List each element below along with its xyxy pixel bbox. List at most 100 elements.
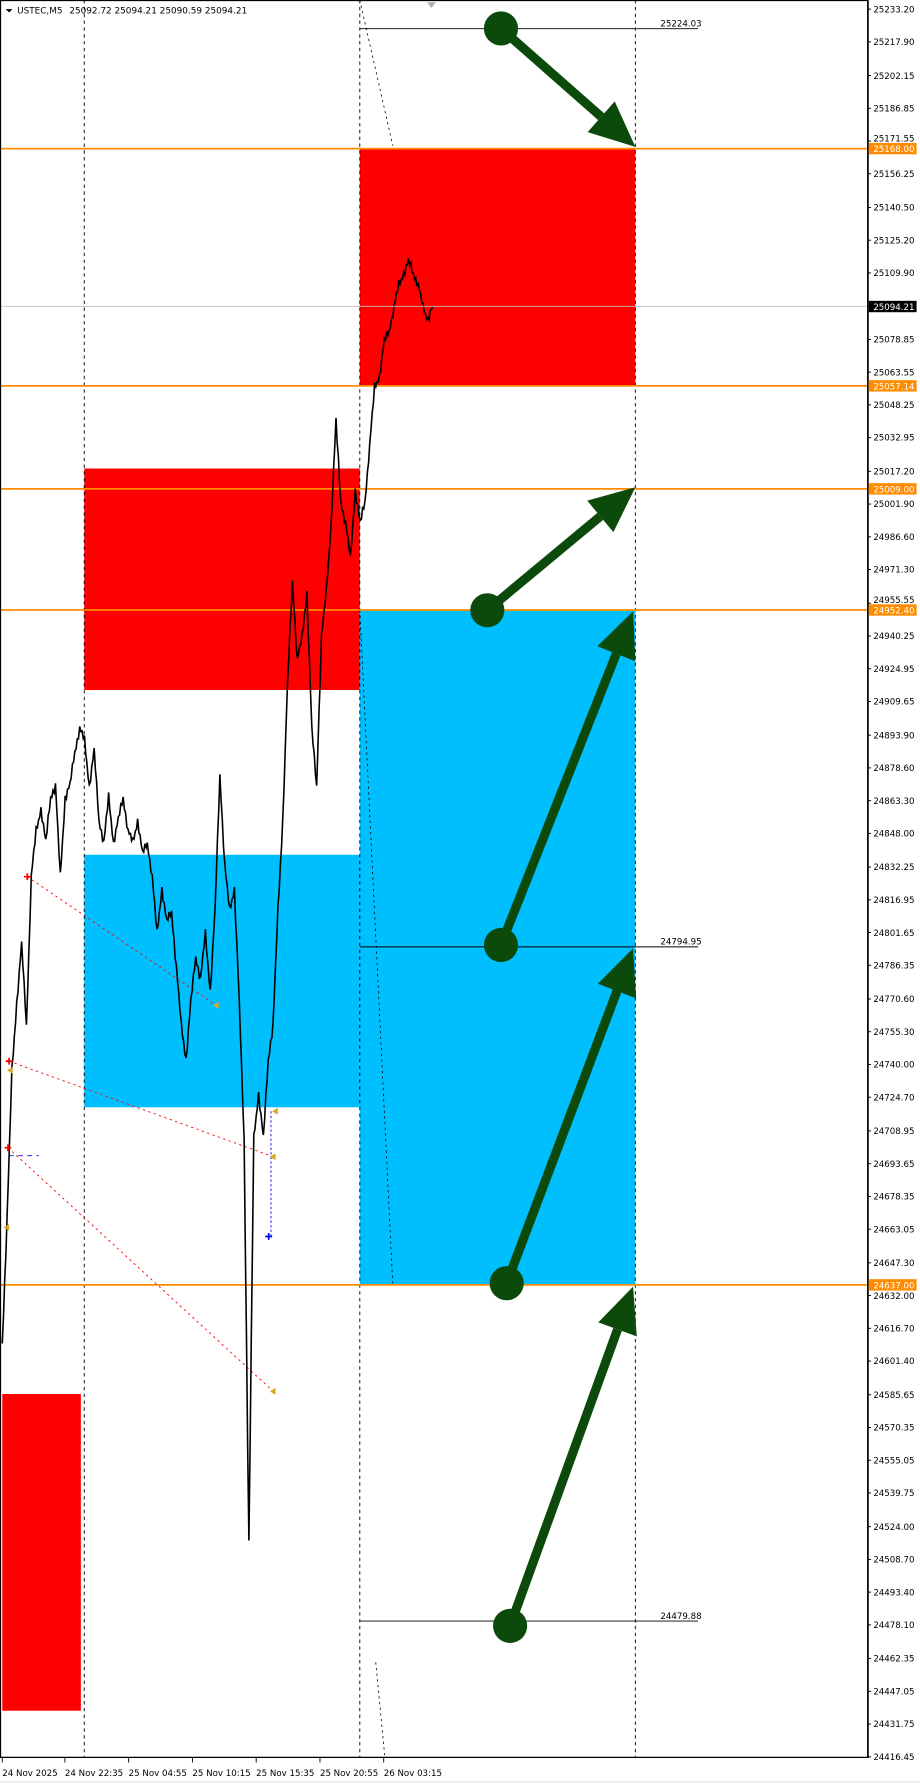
time-tick-label: 24 Nov 2025 — [2, 1769, 57, 1779]
arrow-head-icon — [587, 101, 636, 147]
arrow-shaft — [505, 1327, 622, 1628]
price-tick-label: 25217.90 — [873, 38, 914, 48]
trade-signals — [7, 876, 274, 1392]
trend-line-dotted[interactable] — [359, 0, 394, 146]
price-tick-label: 24971.30 — [873, 566, 914, 576]
price-tick-label: 25017.20 — [873, 468, 914, 478]
arrow-shaft — [484, 512, 604, 614]
exit-marker-icon[interactable] — [212, 1001, 219, 1009]
chart-shift-marker-icon[interactable] — [426, 2, 437, 8]
triangle-down-icon[interactable] — [5, 9, 13, 13]
price-tick-label: 24832.25 — [873, 863, 914, 873]
exit-marker-icon[interactable] — [3, 1223, 10, 1231]
time-axis[interactable] — [0, 1757, 920, 1783]
trend-line-dotted[interactable] — [359, 610, 394, 1286]
time-tick-label: 26 Nov 03:15 — [384, 1769, 442, 1779]
price-tick-label: 24524.00 — [873, 1523, 914, 1533]
price-tick-label: 24848.00 — [873, 830, 914, 840]
price-tick-label: 24693.65 — [873, 1160, 914, 1170]
price-tick-label: 25171.55 — [873, 135, 914, 145]
price-tick-label: 24940.25 — [873, 632, 914, 642]
arrow-origin-dot — [489, 1266, 524, 1301]
price-axis[interactable] — [868, 0, 920, 1783]
price-tick-label: 25156.25 — [873, 170, 914, 180]
price-tick-label: 24663.05 — [873, 1225, 914, 1235]
price-tick-label: 24585.65 — [873, 1391, 914, 1401]
price-tick-label: 24786.35 — [873, 961, 914, 971]
arrow-head-icon — [597, 611, 636, 662]
exit-marker-icon[interactable] — [272, 1107, 278, 1115]
supply-zone[interactable] — [2, 1394, 81, 1711]
price-series-line — [1, 258, 434, 1541]
arrow-annotation[interactable] — [493, 1286, 637, 1643]
arrow-annotation[interactable] — [483, 11, 636, 147]
price-tick-label: 24955.55 — [873, 596, 914, 606]
supply-zone[interactable] — [84, 468, 360, 691]
price-tick-label: 25078.85 — [873, 336, 914, 346]
trend-line-dotted[interactable] — [375, 1662, 386, 1757]
price-tick-label: 24447.05 — [873, 1688, 914, 1698]
level-price-badge — [868, 604, 917, 616]
level-price-badge — [868, 380, 917, 392]
chart-header: USTEC,M5 25092.72 25094.21 25090.59 2509… — [5, 2, 437, 17]
price-tick-label: 24801.65 — [873, 929, 914, 939]
time-tick-label: 25 Nov 20:55 — [320, 1769, 378, 1779]
price-tick-label: 25048.25 — [873, 401, 914, 411]
arrow-annotation[interactable] — [489, 948, 637, 1301]
sell-entry-marker-icon[interactable] — [4, 1144, 12, 1152]
price-tick-label: 24678.35 — [873, 1193, 914, 1203]
level-price-label: 25009.00 — [873, 485, 914, 495]
exit-marker-icon[interactable] — [269, 1153, 276, 1161]
price-tick-label: 25109.90 — [873, 269, 914, 279]
bottom-border — [0, 1780, 920, 1783]
arrow-origin-dot — [470, 593, 505, 628]
price-tick-label: 24431.75 — [873, 1720, 914, 1730]
trade-link-line — [27, 876, 217, 1006]
arrow-shaft — [502, 989, 622, 1285]
price-tick-label: 25140.50 — [873, 204, 914, 214]
price-tick-label: 24555.05 — [873, 1456, 914, 1466]
arrow-annotation[interactable] — [483, 611, 636, 963]
exit-marker-icon[interactable] — [6, 1066, 13, 1074]
arrow-head-icon — [597, 948, 637, 999]
current-price-label: 25094.21 — [873, 303, 914, 313]
price-tick-label: 24986.60 — [873, 533, 914, 543]
buy-entry-marker-icon[interactable] — [265, 1233, 273, 1240]
exit-marker-icon[interactable] — [269, 1387, 276, 1395]
level-price-label: 25057.14 — [873, 382, 915, 392]
price-tick-label: 24740.00 — [873, 1061, 914, 1071]
level-price-badge — [868, 1279, 917, 1291]
level-price-badge — [868, 142, 917, 155]
price-tick-label: 24878.60 — [873, 764, 914, 774]
price-tick-label: 24893.90 — [873, 731, 914, 741]
time-tick-label: 25 Nov 04:55 — [129, 1769, 187, 1779]
target-label-bottom: 24479.88 — [660, 1612, 701, 1622]
price-tick-label: 24493.40 — [873, 1588, 914, 1598]
price-tick-label: 25032.95 — [873, 434, 914, 444]
demand-zone[interactable] — [84, 854, 360, 1108]
price-tick-label: 24770.60 — [873, 995, 914, 1005]
price-tick-label: 24616.70 — [873, 1325, 914, 1335]
price-tick-label: 24416.45 — [873, 1753, 914, 1763]
time-tick-label: 25 Nov 15:35 — [256, 1769, 314, 1779]
supply-zone[interactable] — [359, 148, 636, 386]
time-tick-label: 25 Nov 10:15 — [192, 1769, 250, 1779]
price-tick-label: 24924.95 — [873, 665, 914, 675]
trade-link-line — [8, 1060, 274, 1158]
level-price-label: 25168.00 — [873, 145, 914, 155]
target-label-top: 25224.03 — [660, 19, 701, 29]
price-tick-label: 24755.30 — [873, 1028, 914, 1038]
arrow-shaft — [496, 652, 621, 947]
price-tick-label: 24863.30 — [873, 797, 914, 807]
sell-entry-marker-icon[interactable] — [23, 873, 31, 881]
arrow-origin-dot — [483, 11, 519, 46]
current-price-badge — [868, 300, 917, 313]
price-tick-label: 24708.95 — [873, 1127, 914, 1137]
sell-entry-marker-icon[interactable] — [5, 1057, 13, 1065]
target-label-mid: 24794.95 — [660, 938, 701, 948]
price-tick-label: 25125.20 — [873, 236, 914, 246]
price-tick-label: 25186.85 — [873, 104, 914, 114]
ohlc-values: 25092.72 25094.21 25090.59 25094.21 — [69, 7, 247, 17]
arrow-annotation[interactable] — [470, 487, 636, 628]
